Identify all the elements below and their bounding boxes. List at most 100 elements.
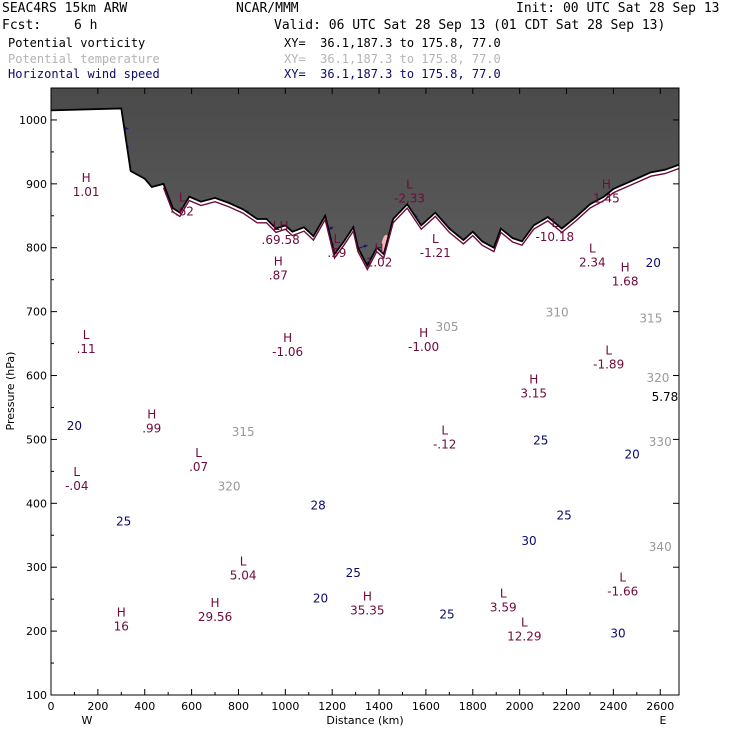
pv-extremum: L5.04 — [230, 555, 257, 583]
wind-speed-label: 25 — [116, 515, 131, 529]
theta-label: 320 — [218, 480, 241, 494]
theta-label: 315 — [232, 425, 255, 439]
pv-extremum: H1.45 — [593, 178, 620, 206]
pv-extremum-value: .07 — [189, 460, 208, 474]
plot-area — [51, 88, 679, 695]
pv-extremum: L.11 — [77, 328, 96, 356]
pv-extremum: L12.29 — [507, 615, 541, 643]
pv-extremum-kind: L — [619, 571, 626, 585]
pv-extremum: L-1.66 — [607, 571, 638, 599]
y-tick-label: 700 — [26, 306, 47, 319]
field-pv-xy: XY= 36.1,187.3 to 175.8, 77.0 — [284, 36, 501, 50]
pv-extremum: L-.12 — [433, 424, 456, 452]
wind-speed-label: 20 — [624, 448, 639, 462]
pv-extremum-kind: H — [419, 326, 428, 340]
axes: 100 200 300 400 500 600 700 800 900 1000 0 200 400 60… — [19, 88, 679, 713]
pv-extremum: L-1.21 — [420, 232, 451, 260]
pv-extremum-value: -10.18 — [535, 230, 574, 244]
y-tick-label: 300 — [26, 561, 47, 574]
pv-extremum-value: 1.02 — [366, 256, 393, 270]
pv-extremum-value: -1.21 — [420, 246, 451, 260]
x-tick-label: 2400 — [599, 700, 627, 713]
forecast-label: Fcst: — [2, 18, 42, 33]
pv-extremum-value: .69.58 — [262, 233, 300, 247]
pv-extremum: H1.01 — [73, 171, 100, 199]
pv-extremum-value: 3.15 — [520, 387, 547, 401]
terrain-fill — [51, 108, 679, 695]
wind-speed-label: 20 — [67, 419, 82, 433]
pv-extremum-value: 16 — [114, 620, 129, 634]
wind-speed-label: 20 — [313, 591, 328, 605]
pv-extremum-kind: L — [240, 555, 247, 569]
pv-extremum: L.59 — [327, 232, 346, 260]
terrain-line — [51, 107, 679, 268]
wind-vector-head — [329, 226, 334, 231]
pv-extremum-value: 12.29 — [507, 629, 541, 643]
pv-extremum: L-.62 — [171, 190, 194, 218]
x-axis-west-label: W — [82, 714, 93, 727]
pv-extremum-kind: H — [363, 590, 372, 604]
y-tick-label: 100 — [26, 689, 47, 702]
field-wind-xy: XY= 36.1,187.3 to 175.8, 77.0 — [284, 67, 501, 81]
pv-extremum-kind: L — [334, 232, 341, 246]
pv-extremum-kind: H — [529, 373, 538, 387]
theta-label: 340 — [649, 540, 672, 554]
pv-extremum-kind: L — [83, 328, 90, 342]
pv-extremum-value: -1.00 — [408, 340, 439, 354]
pv-extremum-kind: L — [179, 190, 186, 204]
x-tick-label: 0 — [48, 700, 55, 713]
pv-extremum-kind: L — [500, 587, 507, 601]
surface-pv-contour — [162, 167, 679, 271]
wind-speed-label: 30 — [610, 626, 625, 640]
org-label: NCAR/MMM — [236, 1, 299, 16]
pv-extremum: L-10.18 — [535, 216, 574, 244]
wind-speed-label: 25 — [557, 508, 572, 522]
pv-extremum: H3.15 — [520, 373, 547, 401]
x-tick-label: 400 — [134, 700, 155, 713]
wind-speed-label: 25 — [533, 434, 548, 448]
plot-frame — [50, 87, 680, 696]
theta-label: 320 — [646, 371, 669, 385]
pv-extremum-value: -.62 — [171, 204, 194, 218]
wind-vector-head — [363, 244, 368, 249]
wind-speed-label: 20 — [646, 256, 661, 270]
pv-extremum-kind: H — [117, 606, 126, 620]
y-tick-label: 600 — [26, 370, 47, 383]
pv-extremum-kind: L — [605, 344, 612, 358]
pv-extremum-value: 29.56 — [198, 610, 232, 624]
pv-extremum-value: -.12 — [433, 438, 456, 452]
theta-label: 330 — [649, 435, 672, 449]
pv-extremum: H35.35 — [350, 590, 384, 618]
pv-extremum-value: 1.01 — [73, 185, 100, 199]
pv-extremum-value: 5.04 — [230, 569, 257, 583]
pv-extremum: H29.56 — [198, 596, 232, 624]
pv-extremum-kind: L — [432, 232, 439, 246]
x-tick-label: 1600 — [412, 700, 440, 713]
pv-extremum-kind: H — [274, 254, 283, 268]
pv-extremum-value: -2.33 — [394, 192, 425, 206]
pv-extremum-value: .59 — [327, 246, 346, 260]
field-wind-name: Horizontal wind speed — [8, 67, 160, 81]
pv-contour-label: 5.78 — [652, 390, 679, 404]
pv-extremum-kind: L — [551, 216, 558, 230]
pv-extremum: L.07 — [189, 446, 208, 474]
pv-extremum-kind: H — [211, 596, 220, 610]
pv-extremum: H-1.06 — [272, 331, 303, 359]
wind-vector-head — [124, 126, 129, 131]
pv-extremum: LH.69.58 — [262, 219, 300, 247]
y-tick-label: 200 — [26, 625, 47, 638]
pv-extremum: H.87 — [269, 254, 288, 282]
wind-speed-label: 28 — [310, 499, 325, 513]
y-tick-label: 800 — [26, 242, 47, 255]
pv-extremum-value: -.04 — [65, 479, 88, 493]
x-tick-label: 1800 — [459, 700, 487, 713]
pv-extremum-value: 2.34 — [579, 256, 606, 270]
pv-extremum-value: 35.35 — [350, 604, 384, 618]
pv-extremum-kind: L — [441, 424, 448, 438]
wind-speed-label: 25 — [346, 566, 361, 580]
pv-extremum-kind: L — [589, 242, 596, 256]
pv-extremum-value: -1.06 — [272, 345, 303, 359]
field-theta-xy: XY= 36.1,187.3 to 175.8, 77.0 — [284, 52, 501, 66]
valid-time: Valid: 06 UTC Sat 28 Sep 13 (01 CDT Sat … — [274, 18, 666, 33]
pv-extremum-value: -1.89 — [593, 358, 624, 372]
